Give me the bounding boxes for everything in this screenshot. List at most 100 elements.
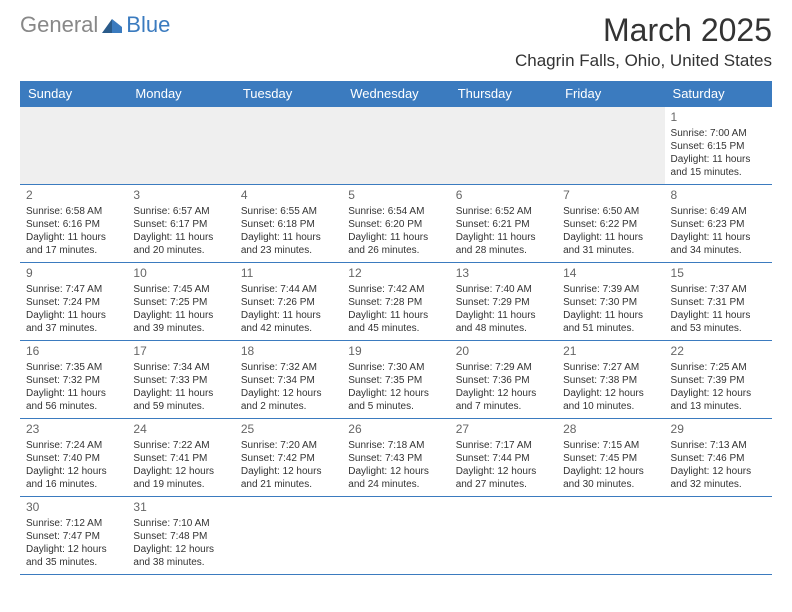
sunset-line: Sunset: 7:26 PM: [241, 296, 336, 309]
day-cell-4: 4Sunrise: 6:55 AMSunset: 6:18 PMDaylight…: [235, 185, 342, 263]
sunset-line: Sunset: 7:34 PM: [241, 374, 336, 387]
day-cell-17: 17Sunrise: 7:34 AMSunset: 7:33 PMDayligh…: [127, 341, 234, 419]
sunrise-line: Sunrise: 6:52 AM: [456, 205, 551, 218]
daylight-line: Daylight: 11 hours and 42 minutes.: [241, 309, 336, 335]
calendar-row: 1Sunrise: 7:00 AMSunset: 6:15 PMDaylight…: [20, 107, 772, 185]
sunset-line: Sunset: 7:35 PM: [348, 374, 443, 387]
blank-cell: [342, 107, 449, 185]
day-cell-31: 31Sunrise: 7:10 AMSunset: 7:48 PMDayligh…: [127, 497, 234, 575]
sunrise-line: Sunrise: 7:22 AM: [133, 439, 228, 452]
day-number: 30: [26, 500, 121, 516]
sunrise-line: Sunrise: 7:12 AM: [26, 517, 121, 530]
calendar-table: SundayMondayTuesdayWednesdayThursdayFrid…: [20, 81, 772, 575]
daylight-line: Daylight: 11 hours and 20 minutes.: [133, 231, 228, 257]
day-cell-15: 15Sunrise: 7:37 AMSunset: 7:31 PMDayligh…: [665, 263, 772, 341]
sunset-line: Sunset: 7:30 PM: [563, 296, 658, 309]
weekday-row: SundayMondayTuesdayWednesdayThursdayFrid…: [20, 81, 772, 107]
daylight-line: Daylight: 12 hours and 19 minutes.: [133, 465, 228, 491]
sunset-line: Sunset: 7:42 PM: [241, 452, 336, 465]
daylight-line: Daylight: 12 hours and 10 minutes.: [563, 387, 658, 413]
day-cell-20: 20Sunrise: 7:29 AMSunset: 7:36 PMDayligh…: [450, 341, 557, 419]
daylight-line: Daylight: 11 hours and 34 minutes.: [671, 231, 766, 257]
sunrise-line: Sunrise: 7:00 AM: [671, 127, 766, 140]
day-cell-16: 16Sunrise: 7:35 AMSunset: 7:32 PMDayligh…: [20, 341, 127, 419]
daylight-line: Daylight: 11 hours and 51 minutes.: [563, 309, 658, 335]
sunrise-line: Sunrise: 7:40 AM: [456, 283, 551, 296]
logo-text-2: Blue: [126, 12, 170, 38]
sunrise-line: Sunrise: 7:15 AM: [563, 439, 658, 452]
daylight-line: Daylight: 12 hours and 13 minutes.: [671, 387, 766, 413]
header: General Blue March 2025 Chagrin Falls, O…: [0, 0, 792, 75]
day-cell-24: 24Sunrise: 7:22 AMSunset: 7:41 PMDayligh…: [127, 419, 234, 497]
day-number: 16: [26, 344, 121, 360]
day-number: 1: [671, 110, 766, 126]
day-number: 23: [26, 422, 121, 438]
calendar-row: 23Sunrise: 7:24 AMSunset: 7:40 PM Dayligh…: [20, 419, 772, 497]
day-cell-7: 7Sunrise: 6:50 AMSunset: 6:22 PMDaylight…: [557, 185, 664, 263]
day-cell-10: 10Sunrise: 7:45 AMSunset: 7:25 PMDayligh…: [127, 263, 234, 341]
sunrise-line: Sunrise: 7:35 AM: [26, 361, 121, 374]
daylight-line: Daylight: 12 hours and 24 minutes.: [348, 465, 443, 491]
sunrise-line: Sunrise: 7:24 AM: [26, 439, 121, 452]
day-cell-28: 28Sunrise: 7:15 AMSunset: 7:45 PMDayligh…: [557, 419, 664, 497]
day-number: 12: [348, 266, 443, 282]
day-number: 9: [26, 266, 121, 282]
day-cell-18: 18Sunrise: 7:32 AMSunset: 7:34 PMDayligh…: [235, 341, 342, 419]
daylight-line: Daylight: 11 hours and 15 minutes.: [671, 153, 766, 179]
empty-cell: [665, 497, 772, 575]
day-cell-29: 29Sunrise: 7:13 AMSunset: 7:46 PMDayligh…: [665, 419, 772, 497]
sunset-line: Sunset: 7:46 PM: [671, 452, 766, 465]
sunrise-line: Sunrise: 7:30 AM: [348, 361, 443, 374]
day-number: 18: [241, 344, 336, 360]
sunrise-line: Sunrise: 7:34 AM: [133, 361, 228, 374]
day-number: 2: [26, 188, 121, 204]
sunrise-line: Sunrise: 6:49 AM: [671, 205, 766, 218]
daylight-line: Daylight: 11 hours and 53 minutes.: [671, 309, 766, 335]
daylight-line: Daylight: 11 hours and 56 minutes.: [26, 387, 121, 413]
empty-cell: [450, 497, 557, 575]
day-cell-6: 6Sunrise: 6:52 AMSunset: 6:21 PMDaylight…: [450, 185, 557, 263]
weekday-sunday: Sunday: [20, 81, 127, 107]
sunset-line: Sunset: 7:38 PM: [563, 374, 658, 387]
day-cell-8: 8Sunrise: 6:49 AMSunset: 6:23 PMDaylight…: [665, 185, 772, 263]
day-cell-27: 27Sunrise: 7:17 AMSunset: 7:44 PMDayligh…: [450, 419, 557, 497]
daylight-line: Daylight: 11 hours and 23 minutes.: [241, 231, 336, 257]
daylight-line: Daylight: 11 hours and 45 minutes.: [348, 309, 443, 335]
sunset-line: Sunset: 7:24 PM: [26, 296, 121, 309]
sunrise-line: Sunrise: 7:25 AM: [671, 361, 766, 374]
weekday-friday: Friday: [557, 81, 664, 107]
day-number: 20: [456, 344, 551, 360]
day-cell-14: 14Sunrise: 7:39 AMSunset: 7:30 PMDayligh…: [557, 263, 664, 341]
sunset-line: Sunset: 6:23 PM: [671, 218, 766, 231]
day-cell-26: 26Sunrise: 7:18 AMSunset: 7:43 PMDayligh…: [342, 419, 449, 497]
day-number: 29: [671, 422, 766, 438]
daylight-line: Daylight: 11 hours and 59 minutes.: [133, 387, 228, 413]
sunset-line: Sunset: 7:40 PM: [26, 452, 121, 465]
daylight-line: Daylight: 12 hours and 7 minutes.: [456, 387, 551, 413]
daylight-line: Daylight: 11 hours and 37 minutes.: [26, 309, 121, 335]
sunset-line: Sunset: 7:39 PM: [671, 374, 766, 387]
day-number: 15: [671, 266, 766, 282]
day-number: 26: [348, 422, 443, 438]
daylight-line: Daylight: 11 hours and 26 minutes.: [348, 231, 443, 257]
sunrise-line: Sunrise: 7:29 AM: [456, 361, 551, 374]
sunset-line: Sunset: 6:21 PM: [456, 218, 551, 231]
day-cell-21: 21Sunrise: 7:27 AMSunset: 7:38 PMDayligh…: [557, 341, 664, 419]
calendar-row: 9Sunrise: 7:47 AMSunset: 7:24 PMDaylight…: [20, 263, 772, 341]
sunrise-line: Sunrise: 7:10 AM: [133, 517, 228, 530]
blank-cell: [127, 107, 234, 185]
sunrise-line: Sunrise: 7:17 AM: [456, 439, 551, 452]
sunrise-line: Sunrise: 7:32 AM: [241, 361, 336, 374]
day-number: 3: [133, 188, 228, 204]
day-number: 31: [133, 500, 228, 516]
daylight-line: Daylight: 11 hours and 39 minutes.: [133, 309, 228, 335]
sunset-line: Sunset: 7:31 PM: [671, 296, 766, 309]
day-number: 21: [563, 344, 658, 360]
logo-icon: [100, 15, 124, 35]
sunrise-line: Sunrise: 7:13 AM: [671, 439, 766, 452]
empty-cell: [342, 497, 449, 575]
calendar-row: 16Sunrise: 7:35 AMSunset: 7:32 PMDayligh…: [20, 341, 772, 419]
day-cell-9: 9Sunrise: 7:47 AMSunset: 7:24 PMDaylight…: [20, 263, 127, 341]
sunrise-line: Sunrise: 7:42 AM: [348, 283, 443, 296]
daylight-line: Daylight: 11 hours and 48 minutes.: [456, 309, 551, 335]
